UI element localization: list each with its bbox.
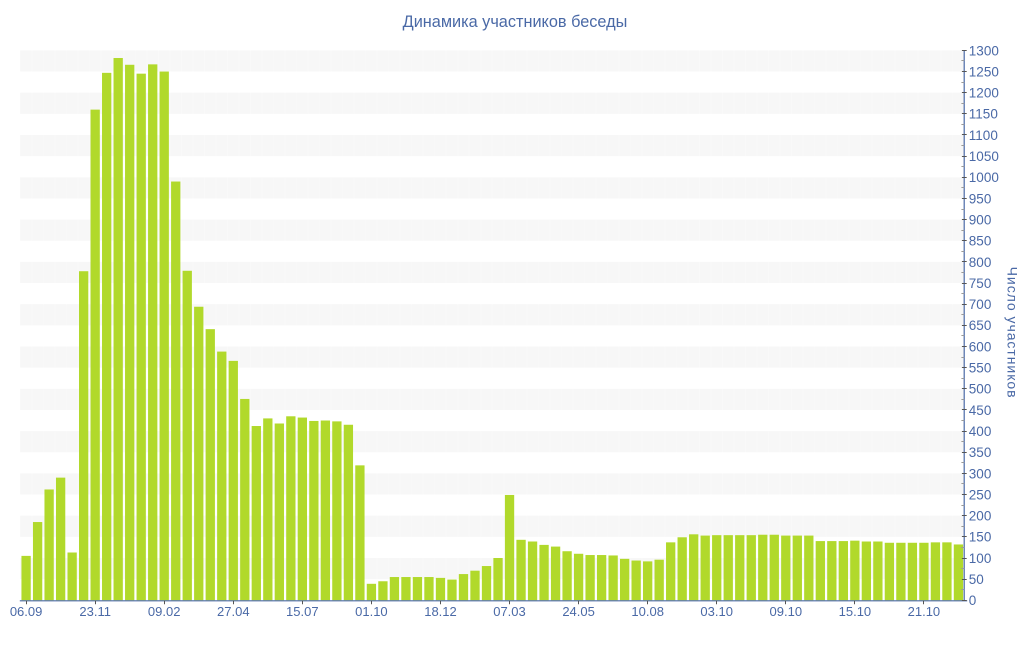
svg-text:03.10: 03.10 <box>700 604 733 619</box>
svg-text:Динамика участников беседы: Динамика участников беседы <box>403 13 628 31</box>
svg-text:600: 600 <box>969 339 992 354</box>
svg-text:18.12: 18.12 <box>424 604 457 619</box>
svg-text:700: 700 <box>969 297 992 312</box>
svg-text:1000: 1000 <box>969 170 999 185</box>
svg-text:250: 250 <box>969 487 992 502</box>
svg-text:900: 900 <box>969 212 992 227</box>
svg-text:27.04: 27.04 <box>217 604 250 619</box>
svg-text:650: 650 <box>969 318 992 333</box>
svg-text:100: 100 <box>969 551 992 566</box>
svg-text:15.10: 15.10 <box>839 604 872 619</box>
svg-text:23.11: 23.11 <box>79 604 111 619</box>
svg-text:750: 750 <box>969 276 992 291</box>
svg-text:800: 800 <box>969 255 992 270</box>
svg-text:850: 850 <box>969 234 992 249</box>
svg-text:450: 450 <box>969 403 992 418</box>
svg-text:350: 350 <box>969 445 992 460</box>
svg-text:1250: 1250 <box>969 64 999 79</box>
svg-text:Число участников: Число участников <box>1005 267 1021 399</box>
svg-text:150: 150 <box>969 530 992 545</box>
svg-text:50: 50 <box>969 572 984 587</box>
svg-text:09.10: 09.10 <box>770 604 803 619</box>
svg-text:01.10: 01.10 <box>355 604 388 619</box>
svg-text:15.07: 15.07 <box>286 604 319 619</box>
svg-text:1200: 1200 <box>969 86 999 101</box>
svg-text:0: 0 <box>969 593 977 608</box>
svg-text:400: 400 <box>969 424 992 439</box>
svg-text:09.02: 09.02 <box>148 604 181 619</box>
svg-text:1100: 1100 <box>969 128 998 143</box>
svg-text:07.03: 07.03 <box>493 604 526 619</box>
svg-text:06.09: 06.09 <box>10 604 43 619</box>
svg-text:1150: 1150 <box>969 107 998 122</box>
svg-text:1050: 1050 <box>969 149 999 164</box>
svg-text:550: 550 <box>969 361 992 376</box>
svg-text:24.05: 24.05 <box>562 604 595 619</box>
svg-text:1300: 1300 <box>969 43 999 58</box>
svg-text:950: 950 <box>969 191 992 206</box>
svg-text:300: 300 <box>969 466 992 481</box>
svg-text:21.10: 21.10 <box>908 604 941 619</box>
svg-text:10.08: 10.08 <box>631 604 664 619</box>
svg-text:200: 200 <box>969 509 992 524</box>
svg-text:500: 500 <box>969 382 992 397</box>
